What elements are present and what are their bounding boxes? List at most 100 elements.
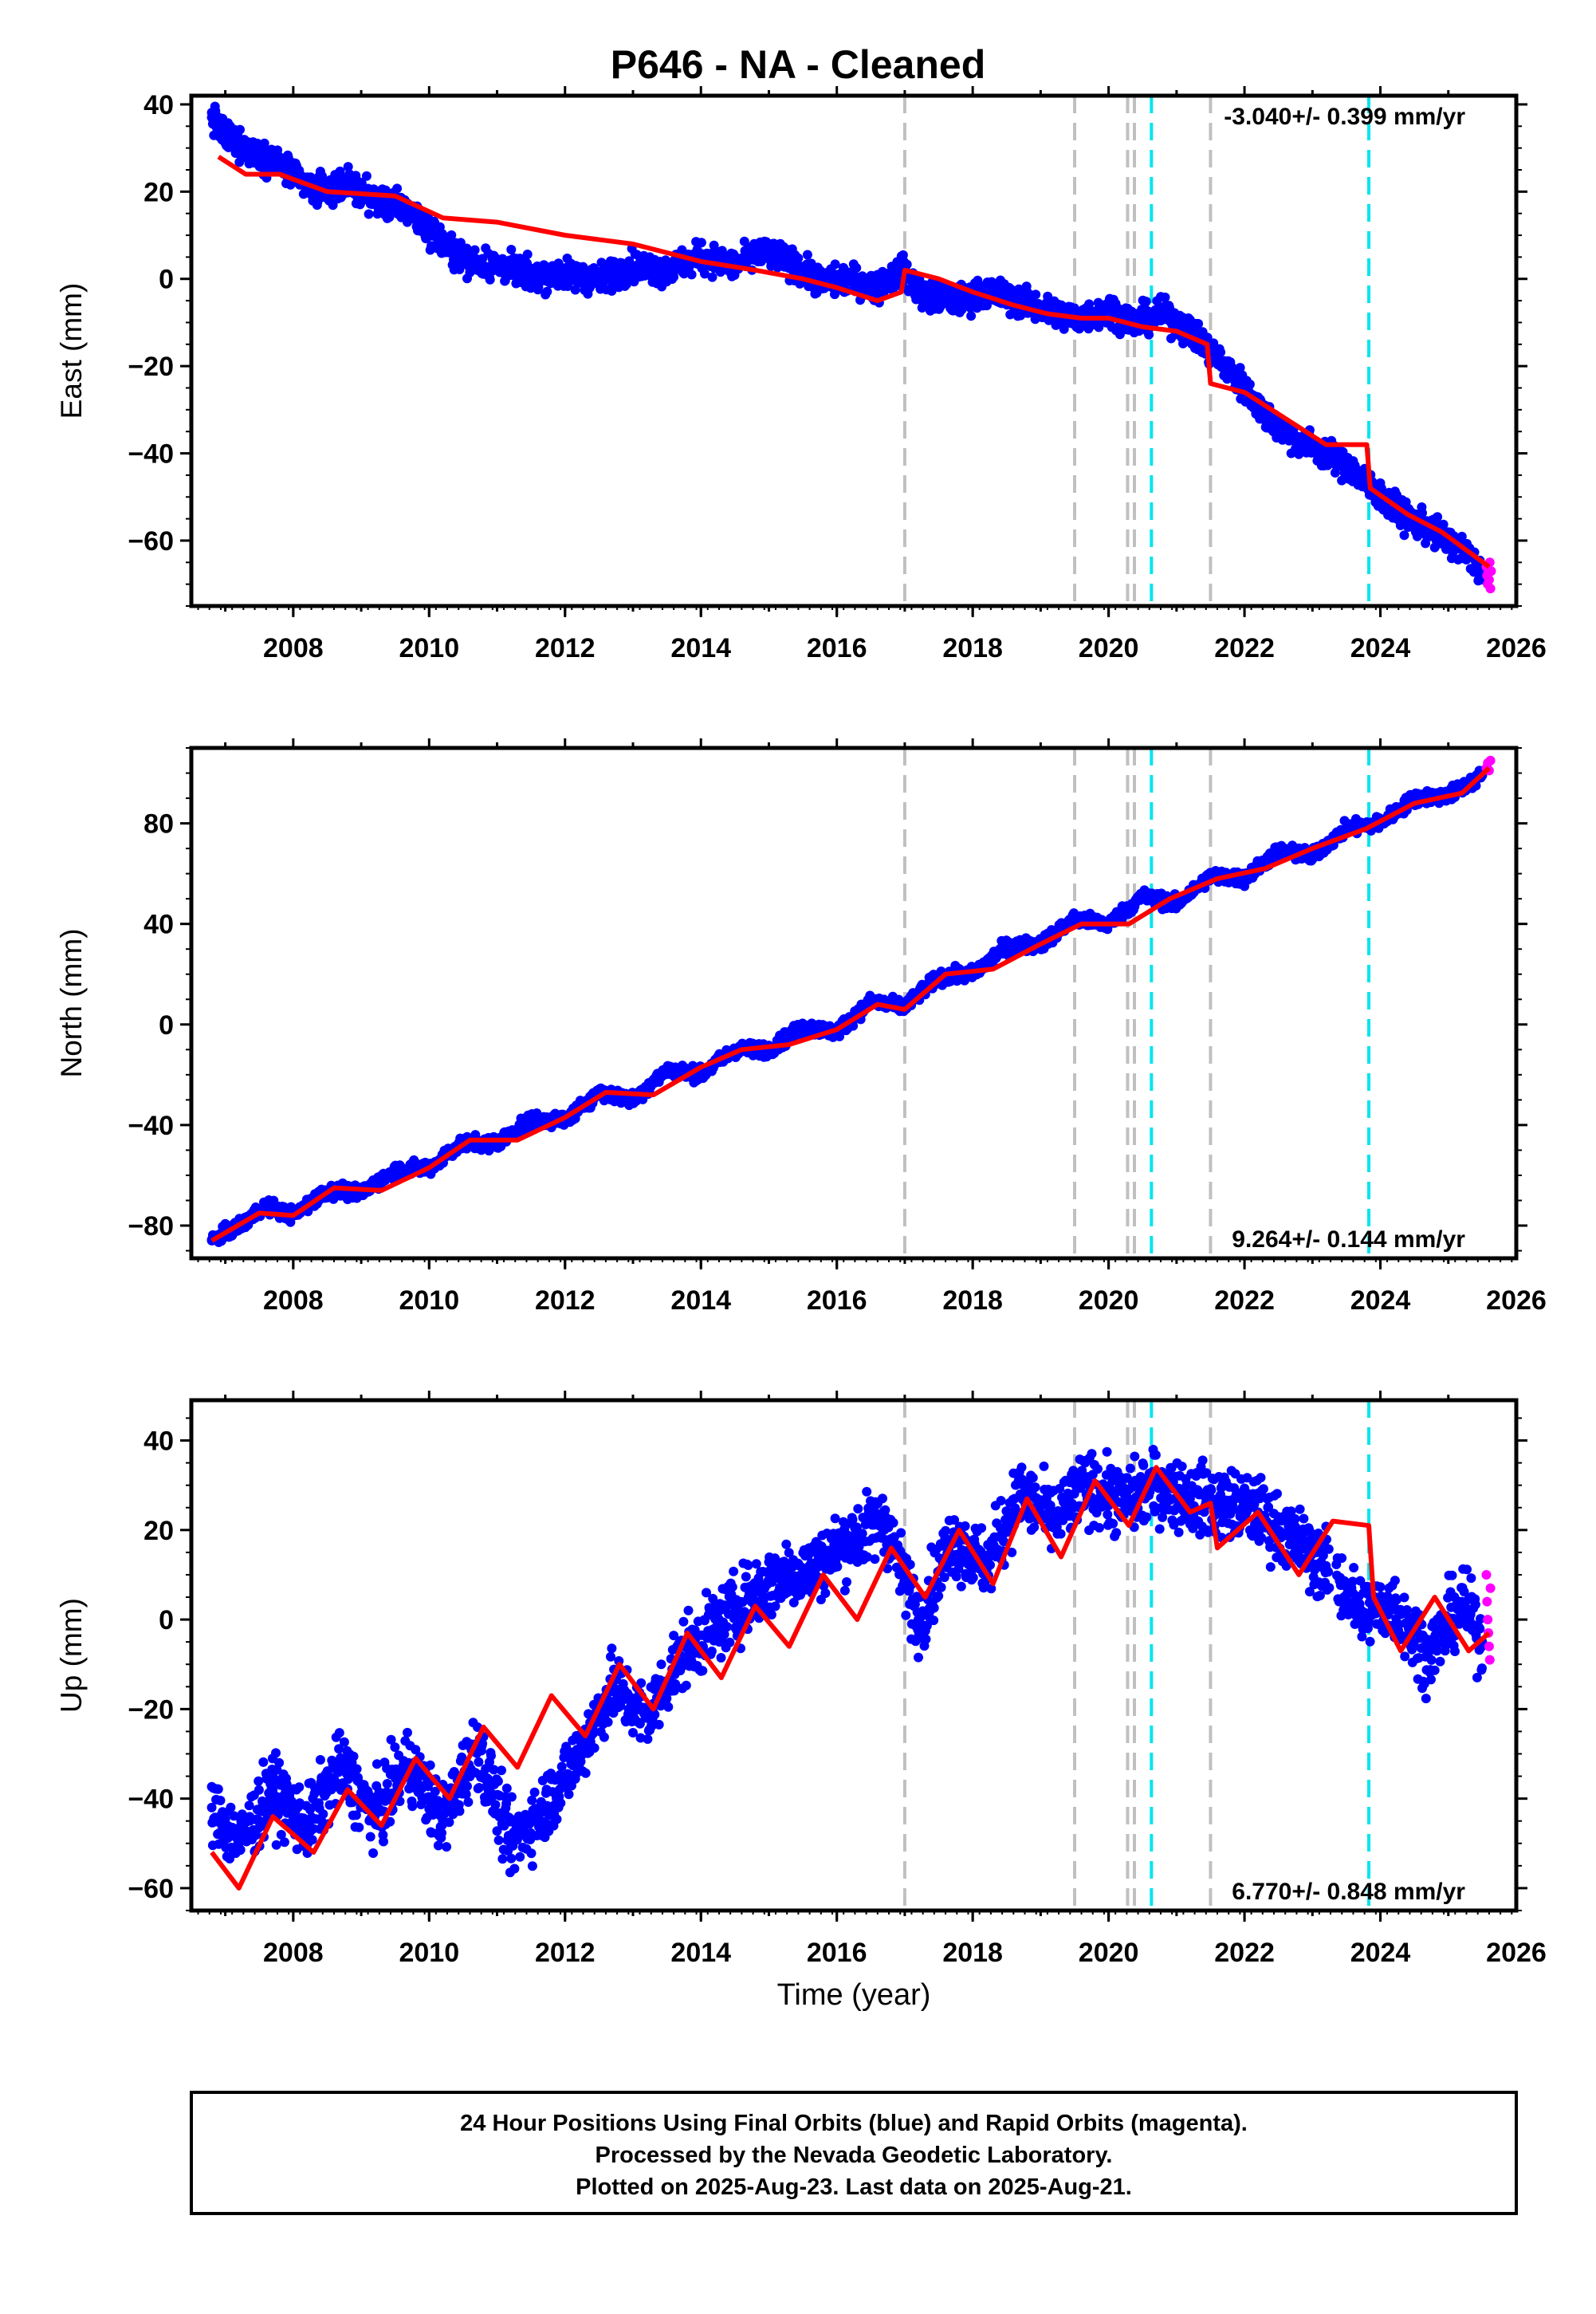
x-tick-label: 2024 [1350,633,1411,663]
y-tick-label: 0 [159,265,174,295]
final-orbit-point [526,270,537,280]
final-orbit-point [845,274,855,284]
final-orbit-point [317,171,327,181]
final-orbit-point [662,265,672,275]
final-orbit-point [851,263,862,273]
final-orbit-point [669,272,679,282]
model-fit-line [217,155,1491,569]
final-orbit-point [954,296,965,306]
final-orbit-point [343,162,353,172]
final-orbit-point [1103,305,1114,315]
final-orbit-point [795,278,805,289]
final-orbit-point [261,152,271,162]
final-orbit-point [380,185,391,195]
rapid-orbit-point [1484,575,1494,585]
final-orbit-point [252,138,262,148]
final-orbit-point [465,256,475,266]
final-orbit-point [492,261,502,271]
final-orbit-point [1456,531,1467,541]
final-orbit-point [241,143,251,153]
final-orbit-point [1141,297,1151,307]
final-orbit-point [235,124,245,135]
y-tick-label: 20 [143,177,174,207]
x-tick-label: 2012 [535,633,596,663]
y-tick-label: −40 [128,439,174,470]
y-axis-label: East (mm) [55,283,88,419]
final-orbit-point [957,305,967,315]
final-orbit-point [392,183,403,194]
east-panel: 2008 2010 2012 2014 2016 2018 2020 2022 2024 2026… [55,86,1547,663]
final-orbit-point [981,301,992,311]
final-orbit-point [1267,418,1277,428]
x-tick-label: 2014 [670,633,731,663]
final-orbit-point [220,130,230,140]
final-orbit-point [1193,319,1204,329]
final-orbit-point [361,171,371,181]
x-tick-label: 2018 [942,633,1003,663]
final-orbit-point [259,138,269,148]
rate-annotation: -3.040+/- 0.399 mm/yr [1224,104,1465,130]
panel-frame [189,93,1519,608]
final-orbit-point [1348,466,1358,476]
final-orbit-point [403,204,414,214]
final-orbit-point [802,250,812,260]
final-orbit-point [343,178,353,188]
final-orbit-point [966,311,977,321]
x-tick-label: 2026 [1486,633,1547,663]
final-orbit-point [1235,363,1245,373]
final-orbit-point [1294,435,1304,446]
rapid-orbit-point [1485,584,1496,594]
final-orbit-point [522,250,533,259]
final-orbit-point [506,245,517,254]
final-orbit-point [709,240,719,250]
final-orbit-point [1399,530,1409,541]
final-orbit-point [757,247,767,258]
y-tick-label: 40 [143,90,174,120]
final-orbit-point [696,238,706,248]
final-orbit-point [830,259,840,270]
final-orbit-point [1059,324,1069,334]
final-orbit-point [470,245,480,255]
final-orbit-point [1433,512,1443,522]
final-orbit-point [1212,352,1222,363]
final-orbit-point [1031,289,1041,300]
final-orbit-point [384,212,395,222]
y-tick-label: −20 [128,352,174,382]
final-orbit-point [872,282,883,293]
final-orbit-point [920,291,930,301]
final-orbit-point [1160,292,1170,302]
final-orbit-point [1209,338,1219,348]
final-orbit-point [438,238,448,249]
final-orbit-point [281,164,292,175]
final-orbit-point [206,112,217,123]
x-tick-label: 2016 [807,633,867,663]
final-orbit-point [1158,309,1168,319]
figure-title: P646 - NA - Cleaned [611,42,986,87]
final-orbit-point [570,285,580,295]
final-orbit-point [628,261,638,271]
final-orbit-point [973,275,983,285]
plot-area [206,96,1496,606]
final-orbit-point [686,270,697,280]
final-orbit-point [364,209,374,219]
final-orbit-point [793,253,804,263]
final-orbit-point [700,269,710,279]
x-tick-label: 2008 [263,633,324,663]
x-tick-label: 2010 [399,633,459,663]
y-tick-label: −60 [128,526,174,557]
final-orbit-point [1015,296,1025,306]
final-orbit-point [1321,448,1331,458]
final-orbit-point [485,274,495,285]
rapid-orbit-point [1486,566,1496,577]
final-orbit-point [560,270,570,280]
final-orbit-point [446,230,457,240]
final-orbit-point [1094,322,1104,333]
final-orbit-point [707,272,717,282]
final-orbit-point [542,286,552,297]
final-orbit-point [370,195,380,206]
x-tick-label: 2020 [1079,633,1139,663]
plot-area [206,748,1496,1258]
final-orbit-point [1417,508,1427,518]
north-panel: 2008 2010 2012 2014 2016 2018 2020 2022 2024 2026… [55,738,1547,1316]
